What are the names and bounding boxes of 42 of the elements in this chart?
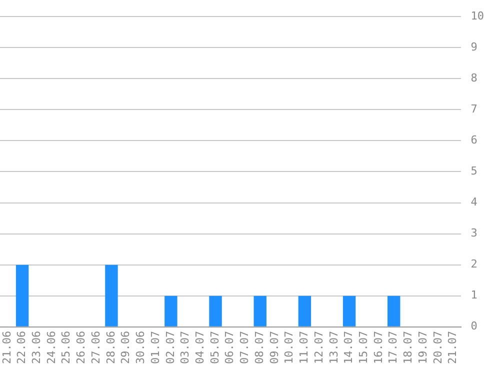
x-tick-label: 21.07 — [446, 330, 460, 364]
x-tick-label: 30.06 — [134, 330, 148, 364]
x-tick-label: 02.07 — [164, 330, 177, 364]
x-tick-label: 09.07 — [268, 330, 281, 364]
y-tick-label: 10 — [470, 9, 484, 22]
x-tick-label: 12.07 — [312, 330, 326, 364]
x-tick-label: 05.07 — [208, 330, 222, 364]
x-tick-label: 20.07 — [431, 330, 444, 364]
y-tick-label: 2 — [470, 258, 478, 271]
x-tick-label: 25.06 — [60, 330, 73, 364]
x-tick-label: 06.07 — [223, 330, 236, 364]
x-tick-label: 26.06 — [74, 330, 88, 364]
y-tick-label: 9 — [470, 40, 478, 54]
x-tick-label: 04.07 — [194, 330, 207, 364]
x-tick-label: 11.07 — [298, 330, 311, 364]
x-tick-label: 19.07 — [416, 330, 430, 364]
x-tick-label: 17.07 — [386, 330, 400, 364]
x-tick-label: 18.07 — [402, 330, 415, 364]
x-tick-label: 10.07 — [282, 330, 296, 364]
x-tick-label: 13.07 — [327, 330, 340, 364]
y-tick-label: 5 — [470, 164, 478, 178]
x-tick-label: 08.07 — [252, 330, 266, 364]
x-tick-label: 29.06 — [119, 330, 132, 364]
x-tick-label: 22.06 — [15, 330, 28, 364]
y-tick-label: 0 — [470, 320, 478, 333]
x-tick-label: 07.07 — [238, 330, 252, 364]
y-tick-label: 8 — [470, 72, 478, 85]
y-tick-label: 4 — [470, 196, 478, 209]
x-tick-label: 01.07 — [148, 330, 162, 364]
x-tick-label: 23.06 — [30, 330, 44, 364]
x-tick-label: 27.06 — [89, 330, 102, 364]
x-tick-label: 16.07 — [372, 330, 385, 364]
x-tick-label: 28.06 — [104, 330, 118, 364]
y-tick-label: 3 — [470, 226, 478, 240]
y-tick-label: 6 — [470, 134, 478, 147]
y-tick-label: 1 — [470, 288, 478, 302]
x-tick-label: 24.06 — [44, 330, 58, 364]
y-tick-label: 7 — [470, 102, 478, 116]
x-tick-label: 03.07 — [178, 330, 192, 364]
x-tick-label: 21.06 — [0, 330, 14, 364]
x-tick-label: 14.07 — [342, 330, 356, 364]
x-tick-label: 15.07 — [357, 330, 370, 364]
